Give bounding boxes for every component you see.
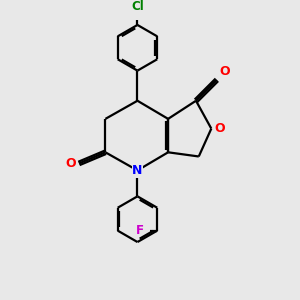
Text: F: F [136, 224, 144, 237]
Text: O: O [65, 157, 76, 170]
Text: Cl: Cl [131, 0, 144, 13]
Text: O: O [220, 65, 230, 79]
Text: O: O [215, 122, 225, 135]
Text: N: N [132, 164, 142, 177]
